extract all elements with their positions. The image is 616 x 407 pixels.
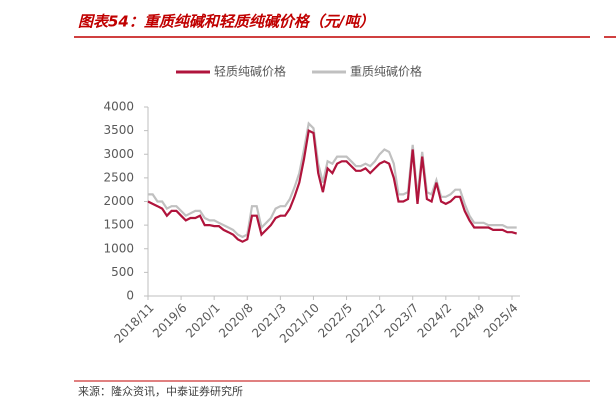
source: 来源：隆众资讯，中泰证券研究所 xyxy=(78,384,243,398)
y-tick-label: 1500 xyxy=(103,218,134,232)
y-tick-label: 3000 xyxy=(103,147,134,161)
x-tick-label: 2018/11 xyxy=(111,301,156,346)
y-tick-label: 0 xyxy=(126,289,134,303)
chart-title: 图表54：重质纯碱和轻质纯碱价格（元/吨） xyxy=(78,13,374,31)
legend-label: 轻质纯碱价格 xyxy=(214,64,286,79)
series-line xyxy=(148,121,517,239)
y-tick-label: 500 xyxy=(111,265,134,279)
x-tick-label: 2024/9 xyxy=(448,301,488,341)
x-tick-label: 2019/6 xyxy=(150,301,190,341)
x-tick-label: 2023/7 xyxy=(382,301,422,341)
y-tick-label: 3500 xyxy=(103,123,134,137)
x-tick-label: 2025/4 xyxy=(481,301,521,341)
x-tick-label: 2024/2 xyxy=(415,301,455,341)
y-tick-label: 2000 xyxy=(103,194,134,208)
x-tick-label: 2020/8 xyxy=(216,301,256,341)
x-tick-label: 2020/1 xyxy=(183,301,223,341)
legend-label: 重质纯碱价格 xyxy=(350,64,422,79)
y-tick-label: 2500 xyxy=(103,170,134,184)
y-tick-label: 1000 xyxy=(103,241,134,255)
series-line xyxy=(147,128,518,243)
y-tick-label: 4000 xyxy=(103,100,134,114)
